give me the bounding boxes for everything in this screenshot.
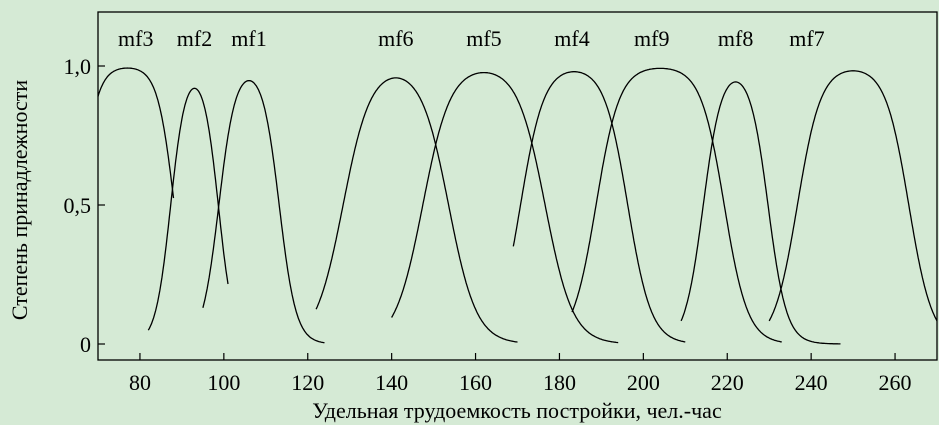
series-label-mf3: mf3 [118, 26, 153, 51]
series-label-mf7: mf7 [789, 26, 824, 51]
x-tick-label: 180 [543, 370, 576, 395]
y-axis-title: Степень принадлежности [7, 80, 32, 321]
curve-mf2 [147, 87, 229, 331]
y-tick-label: 0 [80, 332, 91, 357]
series-label-mf1: mf1 [231, 26, 266, 51]
curve-mf7 [768, 70, 938, 322]
x-tick-label: 160 [459, 370, 492, 395]
x-axis: 80 100 120 140 160 180 200 220 240 260 [129, 353, 912, 395]
curve-mf5 [391, 71, 619, 344]
curve-mf3 [97, 67, 175, 199]
curve-mf1 [202, 79, 325, 344]
series-label-mf6: mf6 [378, 26, 413, 51]
curve-mf4 [512, 71, 686, 343]
x-tick-label: 220 [711, 370, 744, 395]
x-axis-title: Удельная трудоемкость постройки, чел.-ча… [312, 398, 722, 423]
x-tick-label: 100 [207, 370, 240, 395]
y-tick-label: 0,5 [64, 193, 92, 218]
series-label-mf4: mf4 [554, 26, 589, 51]
curve-mf6 [315, 77, 518, 343]
x-tick-label: 260 [879, 370, 912, 395]
plot-area-frame [97, 11, 938, 361]
x-tick-label: 200 [627, 370, 660, 395]
x-tick-label: 240 [795, 370, 828, 395]
x-tick-label: 140 [375, 370, 408, 395]
series-label-mf2: mf2 [177, 26, 212, 51]
x-tick-label: 120 [291, 370, 324, 395]
series-label-mf5: mf5 [466, 26, 501, 51]
series-labels: mf3 mf2 mf1 mf6 mf5 mf4 mf9 mf8 mf7 [118, 26, 825, 51]
curve-mf9 [571, 67, 782, 343]
curve-mf8 [680, 81, 841, 345]
y-axis: 0 0,5 1,0 [64, 54, 105, 357]
x-tick-label: 80 [129, 370, 151, 395]
series-label-mf8: mf8 [718, 26, 753, 51]
series-label-mf9: mf9 [634, 26, 669, 51]
membership-curves [97, 67, 938, 345]
y-tick-label: 1,0 [64, 54, 92, 79]
